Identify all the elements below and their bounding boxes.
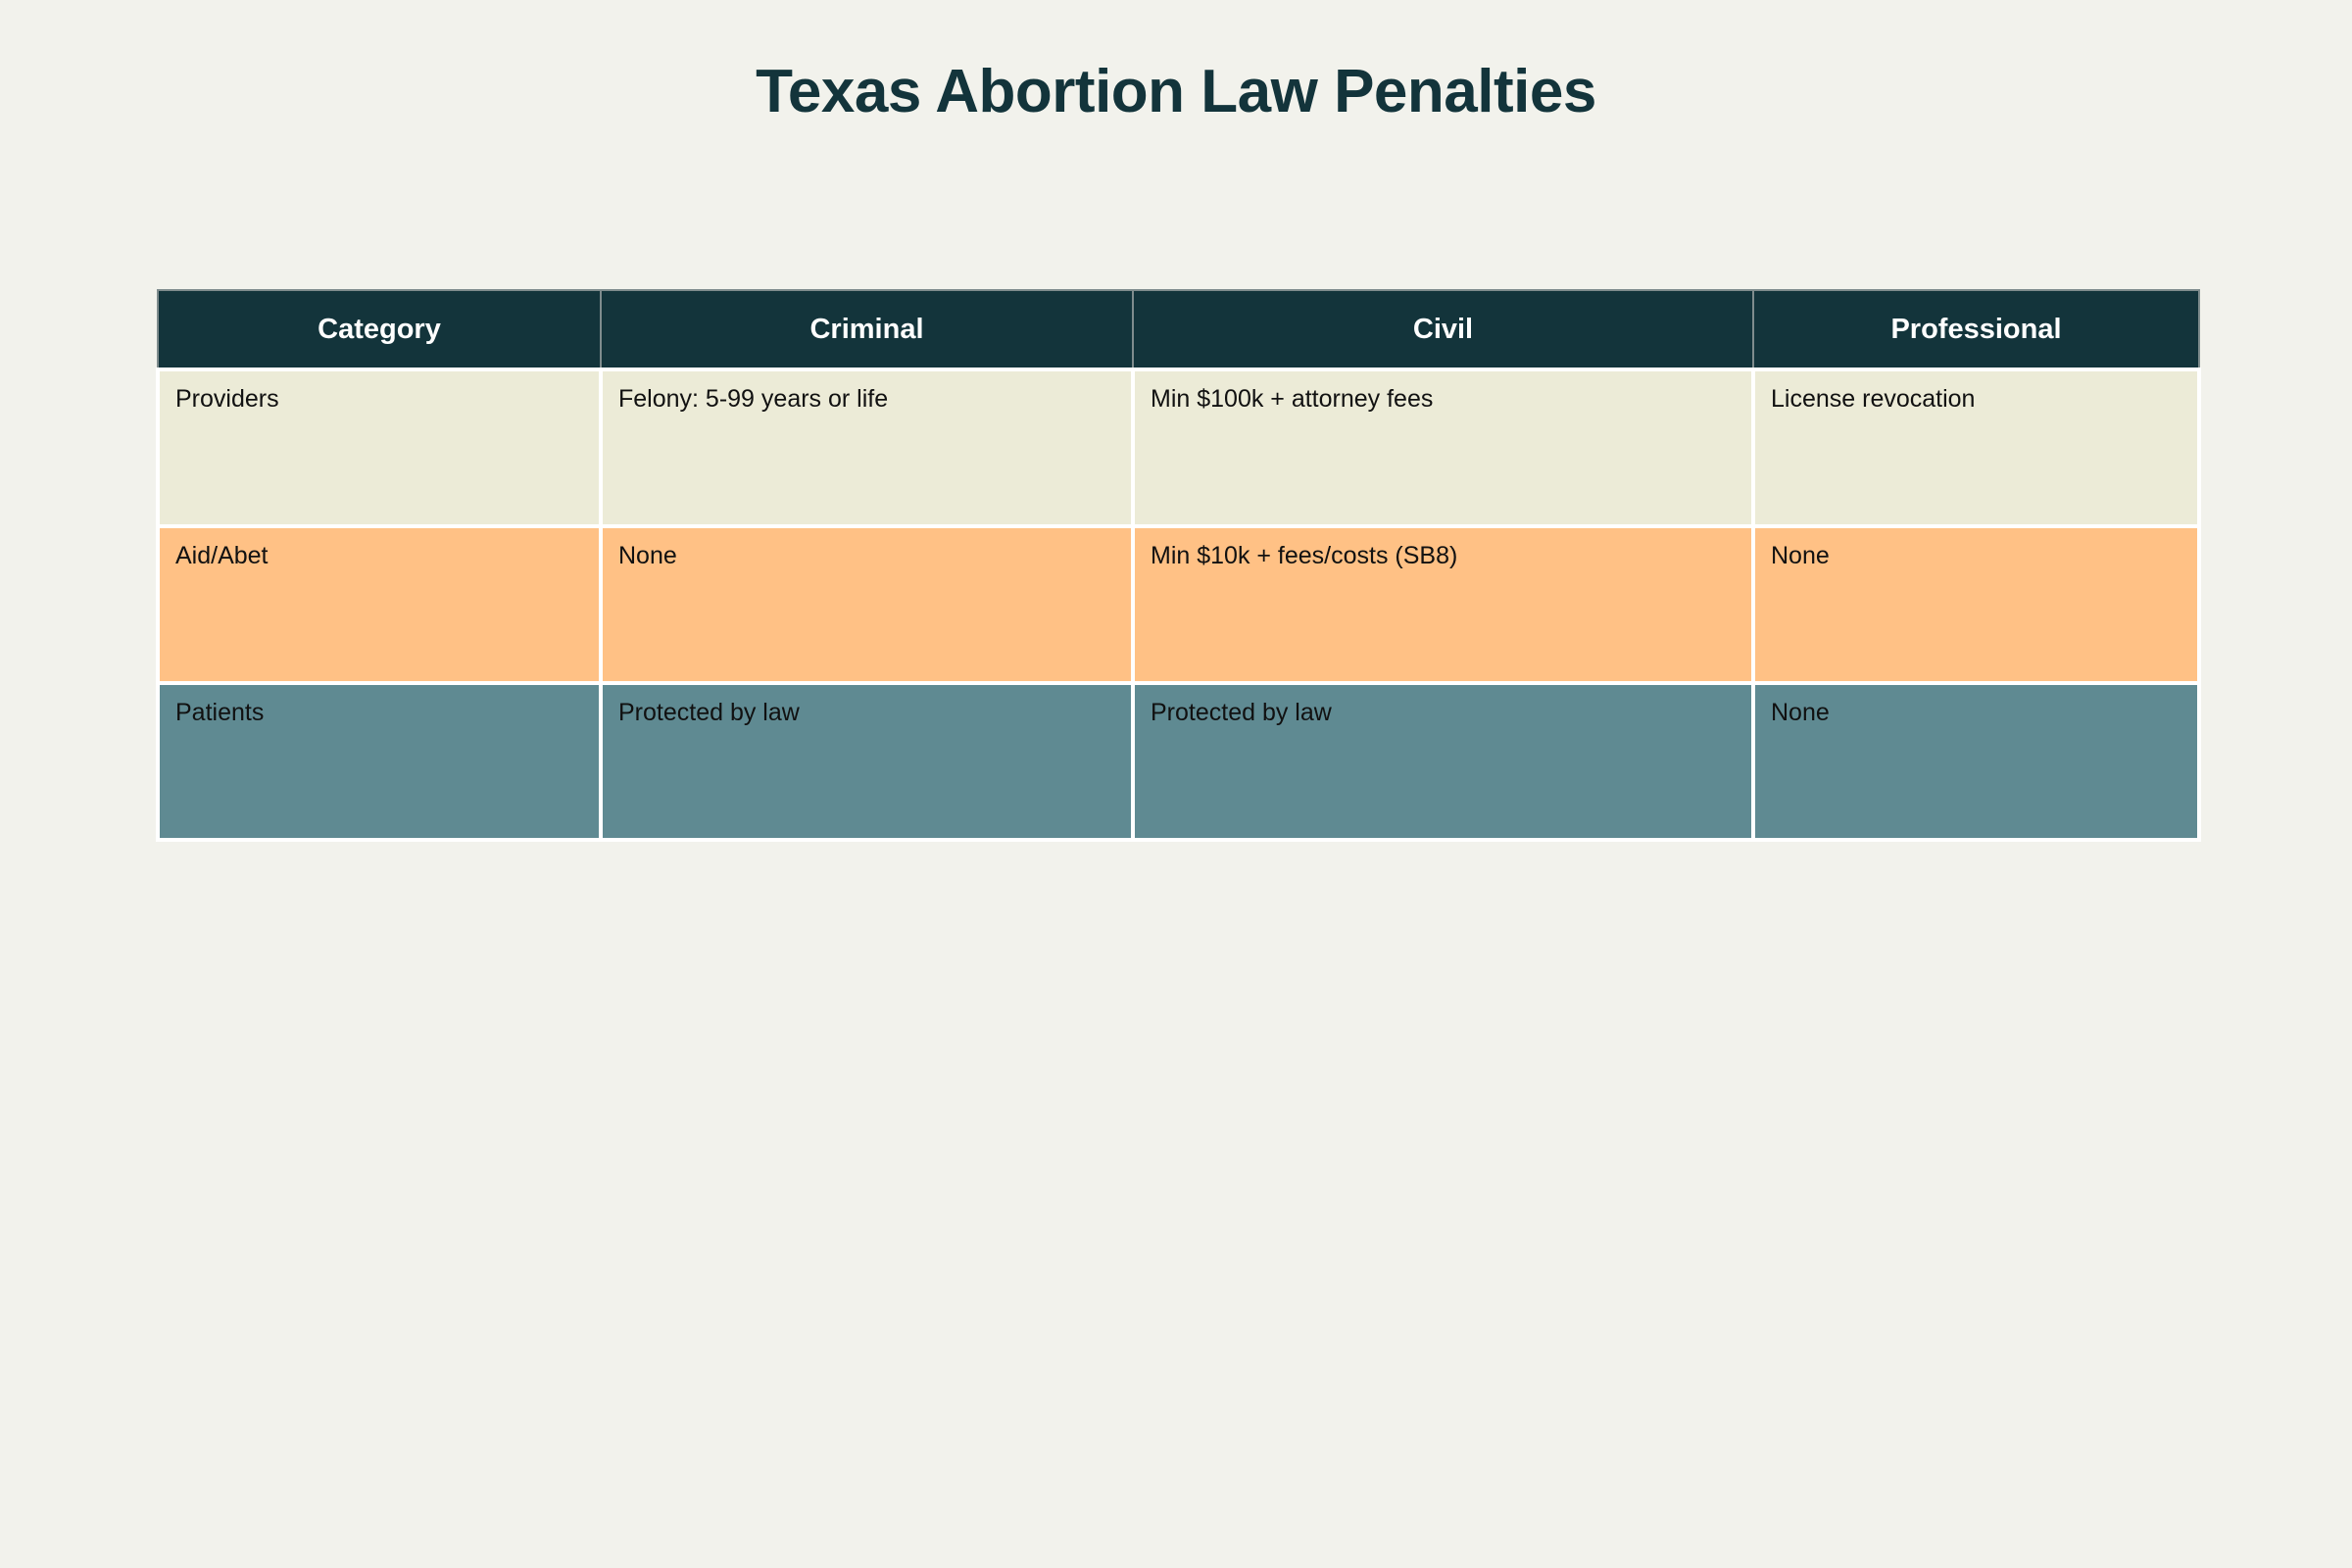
table-header-row: Category Criminal Civil Professional <box>157 289 2200 370</box>
table-cell: None <box>599 524 1135 685</box>
table-cell: Protected by law <box>1131 681 1755 842</box>
table-cell: Felony: 5-99 years or life <box>599 368 1135 528</box>
penalties-table: Category Criminal Civil Professional Pro… <box>156 289 2201 842</box>
header-category: Category <box>157 289 602 370</box>
table-cell: None <box>1751 681 2201 842</box>
table-cell: License revocation <box>1751 368 2201 528</box>
table-row-patients: Patients Protected by law Protected by l… <box>156 681 2201 842</box>
table-cell: Aid/Abet <box>156 524 603 685</box>
penalties-table-container: Category Criminal Civil Professional Pro… <box>156 289 2201 842</box>
table-row-aid-abet: Aid/Abet None Min $10k + fees/costs (SB8… <box>156 524 2201 685</box>
table-row-providers: Providers Felony: 5-99 years or life Min… <box>156 368 2201 528</box>
header-criminal: Criminal <box>600 289 1134 370</box>
table-cell: None <box>1751 524 2201 685</box>
header-civil: Civil <box>1132 289 1754 370</box>
table-cell: Providers <box>156 368 603 528</box>
chart-title: Texas Abortion Law Penalties <box>756 58 1596 125</box>
header-professional: Professional <box>1752 289 2200 370</box>
table-cell: Patients <box>156 681 603 842</box>
table-cell: Min $10k + fees/costs (SB8) <box>1131 524 1755 685</box>
table-cell: Protected by law <box>599 681 1135 842</box>
table-cell: Min $100k + attorney fees <box>1131 368 1755 528</box>
